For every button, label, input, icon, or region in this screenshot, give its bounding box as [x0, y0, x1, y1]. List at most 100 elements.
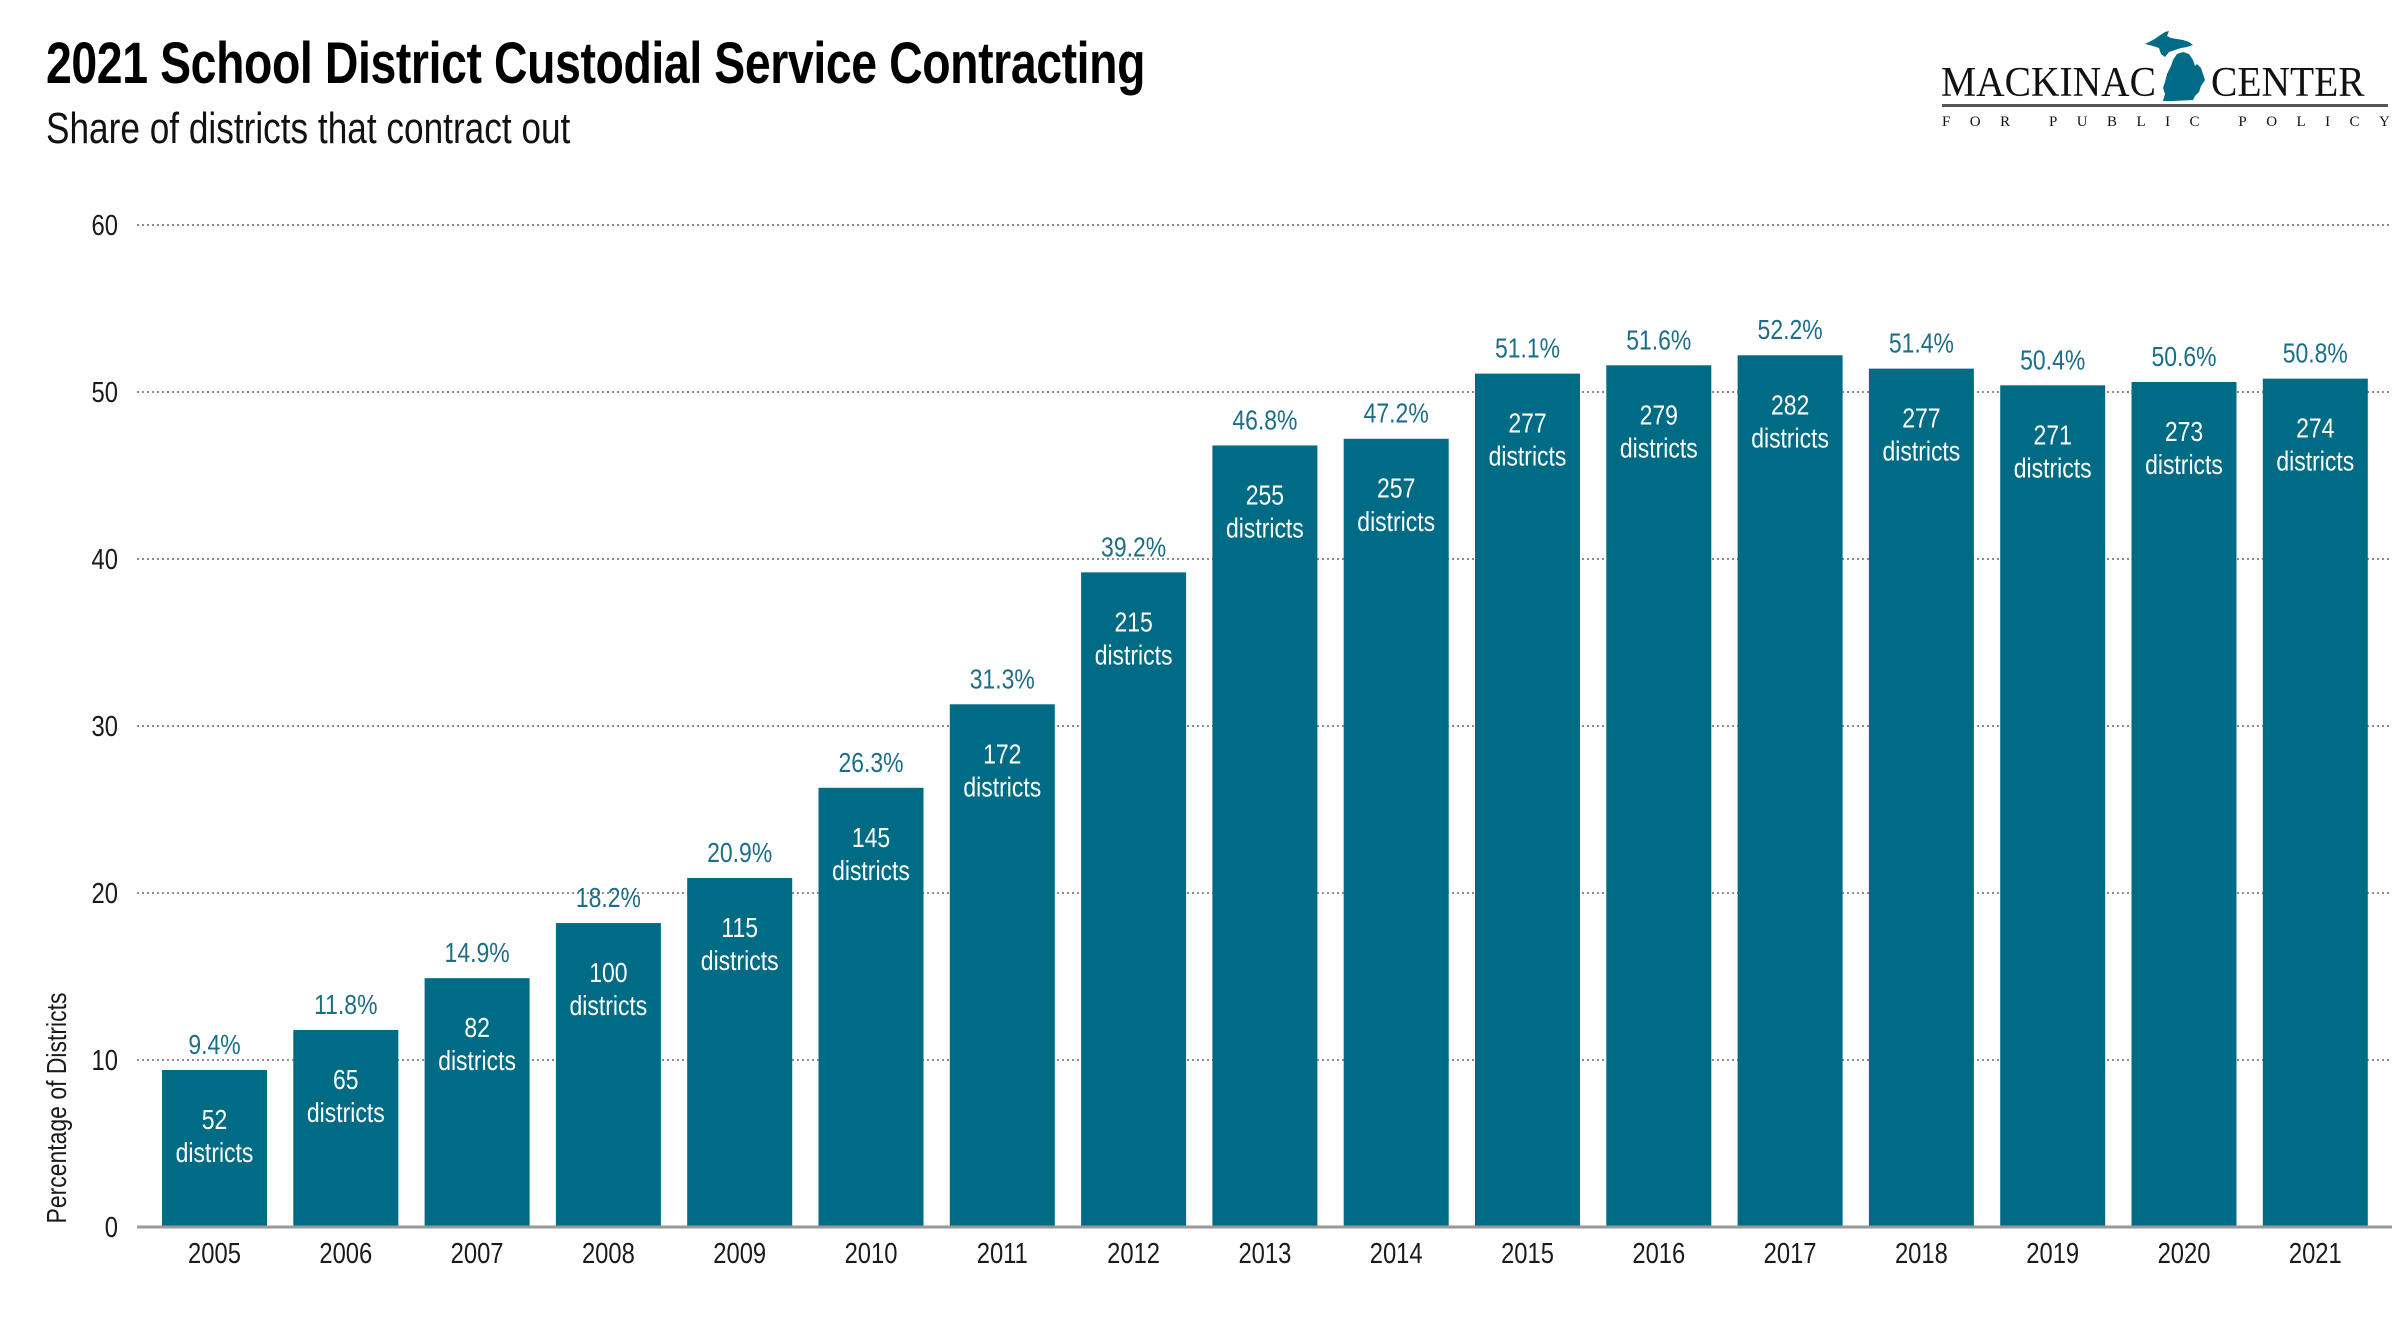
value-label: 20.9% — [707, 838, 772, 869]
district-suffix-label: districts — [2276, 447, 2354, 478]
bar-2014 — [1343, 438, 1449, 1227]
bar-2015 — [1475, 373, 1580, 1227]
value-label: 9.4% — [188, 1030, 240, 1061]
district-suffix-label: districts — [1095, 640, 1173, 671]
bar-2013 — [1212, 445, 1318, 1227]
x-axis-ticks: 2005 2006 2007 2008 2009 2010 2011 2012 2013 2014… — [188, 1237, 2342, 1270]
value-label: 46.8% — [1232, 405, 1297, 436]
y-tick-label: 10 — [92, 1044, 118, 1077]
x-tick-label: 2013 — [1238, 1237, 1291, 1270]
district-suffix-label: districts — [701, 946, 779, 977]
tagline-letter: I — [2165, 114, 2171, 130]
district-count-label: 145 — [852, 823, 890, 854]
x-tick-label: 2018 — [1895, 1237, 1948, 1270]
district-count-label: 82 — [464, 1013, 490, 1044]
logo-tagline: F O R P U B L I C P O L I C Y — [1942, 115, 2390, 130]
district-count-label: 100 — [589, 958, 627, 989]
tagline-letter: I — [2325, 114, 2331, 130]
tagline-letter: U — [2076, 114, 2088, 130]
x-tick-label: 2021 — [2289, 1237, 2342, 1270]
value-label: 50.8% — [2283, 339, 2348, 370]
y-tick-label: 30 — [92, 710, 118, 743]
district-suffix-label: districts — [2145, 450, 2223, 481]
district-suffix-label: districts — [1883, 437, 1961, 468]
tagline-letter: F — [1942, 114, 1951, 130]
x-tick-label: 2010 — [845, 1237, 898, 1270]
x-tick-label: 2011 — [977, 1237, 1028, 1270]
district-suffix-label: districts — [1489, 442, 1567, 473]
bar-2017 — [1737, 355, 1843, 1227]
district-count-label: 65 — [333, 1065, 359, 1096]
value-label: 51.1% — [1495, 334, 1560, 365]
tagline-letter: C — [2349, 114, 2360, 130]
bar-2020 — [2131, 381, 2237, 1228]
value-label: 18.2% — [576, 883, 641, 914]
x-tick-label: 2006 — [319, 1237, 372, 1270]
y-tick-label: 50 — [92, 376, 118, 409]
y-tick-label: 20 — [92, 877, 118, 910]
tagline-letter: L — [2296, 114, 2306, 130]
data-labels: 9.4%52districts11.8%65districts14.9%82di… — [176, 315, 2355, 1168]
tagline-letter: O — [1969, 114, 1981, 130]
value-label: 51.6% — [1626, 325, 1691, 356]
value-label: 26.3% — [838, 748, 903, 779]
x-tick-label: 2015 — [1501, 1237, 1554, 1270]
bars — [162, 355, 2368, 1228]
x-tick-label: 2005 — [188, 1237, 241, 1270]
value-label: 14.9% — [445, 938, 510, 969]
x-tick-label: 2017 — [1764, 1237, 1817, 1270]
tagline-letter: R — [2000, 114, 2011, 130]
y-tick-label: 0 — [105, 1211, 118, 1244]
value-label: 50.6% — [2151, 342, 2216, 373]
bar-2011 — [949, 704, 1055, 1227]
district-count-label: 279 — [1640, 400, 1678, 431]
bar-2005 — [162, 1070, 267, 1227]
district-count-label: 273 — [2165, 417, 2203, 448]
x-tick-label: 2007 — [451, 1237, 504, 1270]
value-label: 50.4% — [2020, 345, 2085, 376]
x-tick-label: 2020 — [2158, 1237, 2211, 1270]
district-suffix-label: districts — [963, 772, 1041, 803]
bar-2006 — [293, 1029, 399, 1227]
x-tick-label: 2012 — [1107, 1237, 1160, 1270]
district-count-label: 115 — [721, 913, 758, 944]
bar-2008 — [555, 923, 661, 1227]
tagline-letter: O — [2266, 114, 2278, 130]
district-count-label: 215 — [1114, 607, 1152, 638]
district-suffix-label: districts — [438, 1046, 516, 1077]
value-label: 11.8% — [314, 990, 377, 1021]
bar-2009 — [687, 877, 793, 1227]
chart-subtitle: Share of districts that contract out — [46, 104, 571, 153]
bar-2018 — [1868, 368, 1974, 1227]
x-tick-label: 2019 — [2026, 1237, 2079, 1270]
x-tick-label: 2008 — [582, 1237, 635, 1270]
logo-word-center: CENTER — [2211, 60, 2365, 106]
district-suffix-label: districts — [1751, 423, 1829, 454]
tagline-letter: P — [2048, 114, 2058, 130]
x-tick-label: 2014 — [1370, 1237, 1423, 1270]
district-count-label: 271 — [2034, 420, 2072, 451]
bar-2019 — [2000, 385, 2106, 1227]
value-label: 52.2% — [1758, 315, 1823, 346]
district-suffix-label: districts — [1357, 507, 1435, 538]
district-suffix-label: districts — [1620, 433, 1698, 464]
district-suffix-label: districts — [176, 1138, 254, 1169]
mackinac-center-logo: MACKINAC CENTER F O R P U B L I C P O L … — [1938, 24, 2390, 136]
y-tick-label: 60 — [92, 209, 118, 242]
logo-word-mackinac: MACKINAC — [1941, 60, 2156, 106]
district-count-label: 172 — [983, 739, 1021, 770]
district-count-label: 255 — [1246, 480, 1284, 511]
tagline-letter: P — [2238, 114, 2247, 130]
district-suffix-label: districts — [832, 856, 910, 887]
district-count-label: 282 — [1771, 390, 1809, 421]
y-axis-label: Percentage of Districts — [42, 993, 73, 1224]
tagline-letter: C — [2189, 114, 2200, 130]
district-suffix-label: districts — [570, 991, 648, 1022]
x-tick-label: 2016 — [1632, 1237, 1685, 1270]
michigan-map-icon — [2145, 31, 2205, 101]
district-count-label: 257 — [1377, 474, 1415, 505]
tagline-letter: L — [2136, 114, 2146, 130]
x-tick-label: 2009 — [713, 1237, 766, 1270]
district-suffix-label: districts — [307, 1098, 385, 1129]
